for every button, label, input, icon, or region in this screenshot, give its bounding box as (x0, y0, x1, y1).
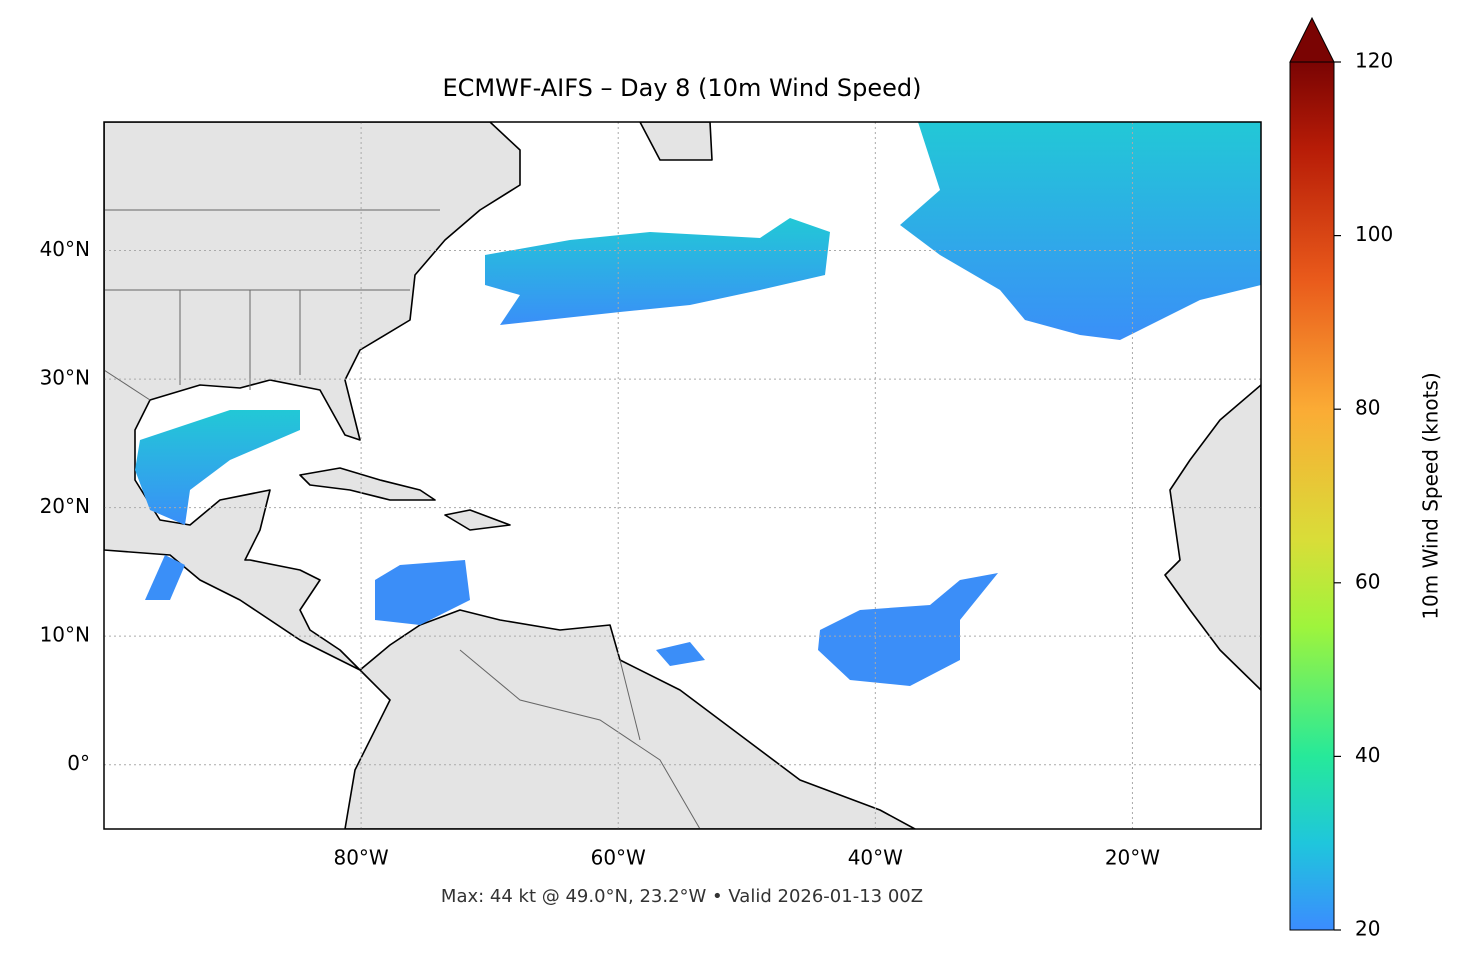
cuba (299, 467, 436, 501)
wind-small (656, 642, 705, 666)
colorbar-label: 10m Wind Speed (knots) (1419, 372, 1443, 619)
wind-atlantic-south (818, 573, 998, 686)
colorbar-tick-label: 20 (1355, 917, 1380, 941)
colorbar-tick-label: 40 (1355, 743, 1380, 767)
wind-gulf (135, 410, 300, 525)
chart-title: ECMWF-AIFS – Day 8 (10m Wind Speed) (442, 74, 921, 102)
wind-northeast (900, 122, 1261, 340)
wind-pacific (145, 555, 185, 600)
newfoundland (639, 122, 713, 161)
wind-caribbean (375, 560, 470, 625)
us-borders (104, 209, 440, 401)
y-tick-label: 0° (67, 751, 90, 775)
colorbar-extend (1289, 16, 1335, 63)
y-tick-label: 40°N (40, 237, 90, 261)
colorbar-tick-label: 80 (1355, 396, 1380, 420)
americas (104, 122, 916, 829)
footer-note: Max: 44 kt @ 49.0°N, 23.2°W • Valid 2026… (441, 886, 923, 907)
y-tick-label: 20°N (40, 494, 90, 518)
x-tick-label: 60°W (591, 846, 646, 870)
map-frame (103, 121, 1262, 830)
colorbar (1289, 61, 1335, 931)
x-tick-label: 40°W (848, 846, 903, 870)
hispaniola (444, 509, 511, 531)
colorbar-tick-label: 60 (1355, 569, 1380, 593)
y-tick-label: 30°N (40, 366, 90, 390)
sa-borders (459, 649, 701, 829)
x-tick-label: 80°W (333, 846, 388, 870)
x-tick-label: 20°W (1105, 846, 1160, 870)
y-tick-label: 10°N (40, 623, 90, 647)
wind-atlantic-north (485, 218, 830, 325)
map-area (104, 122, 1261, 829)
colorbar-tick-label: 100 (1355, 222, 1393, 246)
africa (1164, 384, 1261, 691)
colorbar-tick-label: 120 (1355, 49, 1393, 73)
